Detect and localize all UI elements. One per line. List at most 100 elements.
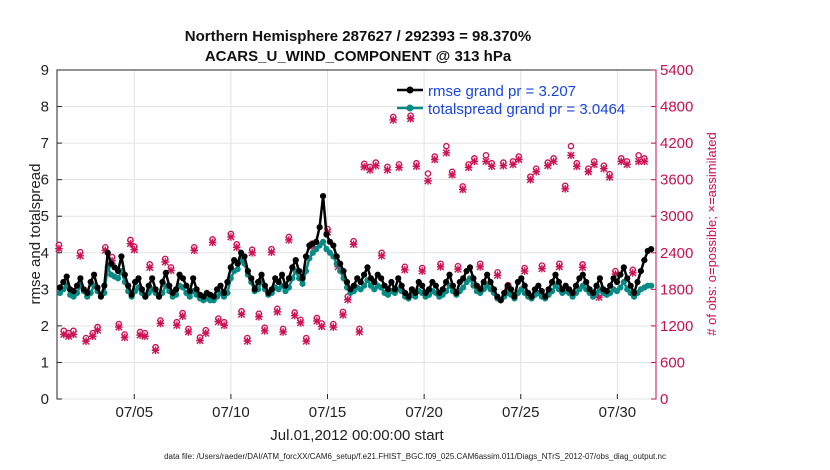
legend-spread-label: totalspread grand pr = 3.0464 [428, 101, 625, 118]
y-axis-label: rmse and totalspread [27, 164, 44, 305]
y-tick-label: 3 [41, 281, 49, 298]
obs-assimilated-marker [372, 161, 380, 170]
rmse-point [258, 271, 265, 278]
rmse-point [289, 264, 296, 271]
rmse-point [470, 275, 477, 282]
obs-assimilated-marker [360, 163, 369, 171]
rmse-point [227, 264, 234, 271]
rmse-point [460, 275, 467, 282]
rmse-point [555, 278, 562, 286]
rmse-point [268, 286, 275, 293]
obs-assimilated-marker [64, 332, 73, 341]
rmse-point [630, 289, 638, 297]
rmse-point [641, 256, 648, 264]
obs-assimilated-marker [389, 116, 398, 124]
rmse-point [412, 289, 419, 297]
y2-tick-label: 1200 [660, 318, 693, 335]
rmse-point [125, 282, 132, 289]
rmse-point [637, 267, 645, 275]
rmse-point [87, 278, 94, 286]
obs-assimilated-marker [190, 246, 198, 255]
obs-assimilated-marker [555, 262, 564, 271]
obs-assimilated-marker [156, 319, 165, 328]
rmse-point [114, 267, 122, 275]
totalspread-point [234, 266, 241, 273]
rmse-point [244, 267, 251, 275]
obs-assimilated-marker [120, 333, 129, 342]
rmse-point [384, 286, 392, 293]
obs-assimilated-marker [136, 331, 144, 339]
rmse-point [138, 286, 146, 293]
obs-assimilated-marker [167, 266, 175, 275]
obs-assimilated-marker [201, 329, 210, 337]
obs-assimilated-marker [430, 155, 439, 164]
rmse-point [425, 286, 433, 293]
totalspread-point [299, 280, 306, 287]
obs-assimilated-marker [509, 160, 517, 169]
rmse-point [443, 278, 450, 286]
y2-tick-label: 4800 [660, 99, 693, 116]
rmse-point [589, 289, 597, 297]
rmse-point [60, 278, 67, 286]
rmse-point [490, 286, 498, 293]
rmse-point [620, 264, 627, 271]
rmse-point [613, 278, 621, 286]
totalspread-point [617, 284, 624, 291]
rmse-point [285, 275, 292, 282]
rmse-point [278, 271, 286, 278]
x-tick-label: 07/05 [116, 404, 154, 421]
y2-tick-label: 600 [660, 354, 685, 371]
obs-assimilated-marker [526, 175, 535, 184]
obs-assimilated-marker [561, 185, 569, 193]
rmse-point [63, 273, 70, 280]
obs-assimilated-marker [366, 166, 374, 174]
rmse-point [405, 293, 412, 300]
obs-assimilated-marker [302, 337, 311, 345]
obs-assimilated-marker [178, 312, 187, 320]
rmse-point [193, 286, 200, 293]
rmse-point [357, 278, 364, 286]
rmse-point [224, 278, 231, 286]
rmse-point [316, 224, 323, 231]
rmse-point [73, 282, 81, 289]
obs-assimilated-marker [349, 240, 358, 249]
obs-possible-marker [424, 170, 432, 177]
rmse-point [173, 286, 180, 293]
obs-assimilated-marker [329, 323, 338, 331]
x-tick-label: 07/15 [309, 404, 347, 421]
rmse-point [521, 282, 528, 289]
obs-possible-marker [567, 142, 575, 150]
obs-assimilated-marker [296, 319, 305, 327]
rmse-point [583, 278, 590, 286]
totalspread-point [186, 293, 193, 300]
obs-assimilated-marker [101, 246, 110, 255]
obs-assimilated-marker [344, 295, 352, 304]
obs-assimilated-marker [448, 170, 456, 179]
y2-axis-label: # of obs: o=possible; ×=assimilated [704, 132, 719, 335]
obs-assimilated-marker [634, 157, 643, 166]
rmse-point [552, 271, 559, 278]
obs-assimilated-marker [161, 258, 170, 266]
obs-assimilated-marker [243, 337, 252, 345]
rmse-point [542, 293, 549, 300]
rmse-point [296, 267, 303, 275]
obs-assimilated-marker [232, 243, 241, 252]
obs-assimilated-marker [493, 271, 502, 280]
obs-assimilated-marker [629, 269, 637, 277]
rmse-point [118, 253, 125, 260]
obs-assimilated-marker [130, 245, 139, 254]
y2-tick-label: 1800 [660, 281, 693, 298]
rmse-point [617, 271, 624, 278]
x-axis-label: Jul.01,2012 00:00:00 start [270, 427, 444, 444]
y-tick-label: 4 [41, 245, 49, 262]
obs-assimilated-marker [141, 332, 149, 341]
rmse-point [149, 275, 156, 282]
obs-assimilated-marker [436, 262, 445, 271]
rmse-point [603, 288, 610, 295]
rmse-point [579, 271, 586, 278]
obs-assimilated-marker [538, 264, 546, 273]
obs-assimilated-marker [267, 248, 276, 256]
totalspread-point [319, 238, 327, 245]
rmse-point [333, 253, 340, 260]
rmse-point [94, 284, 101, 291]
